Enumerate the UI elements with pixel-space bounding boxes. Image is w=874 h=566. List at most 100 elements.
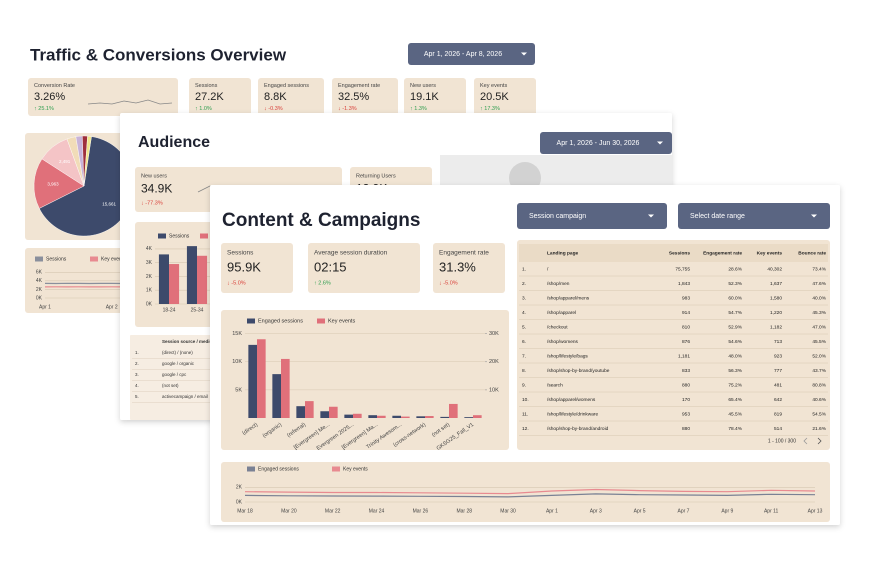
y-tick-label: 1K (146, 288, 153, 294)
bar (158, 254, 169, 304)
bar (473, 415, 482, 418)
kpi-value: 02:15 (314, 259, 347, 274)
trend-card (25, 248, 135, 313)
table-cell: /shop/lifestyle/bags (547, 353, 588, 359)
table-cell: 40.0% (812, 295, 826, 301)
table-cell: 914 (682, 310, 690, 316)
bar (440, 416, 449, 418)
y-tick-label: 0K (146, 301, 153, 307)
x-tick-label: Mar 20 (281, 508, 297, 514)
kpi-card (404, 78, 466, 116)
page-title: Content & Campaigns (222, 210, 420, 231)
legend-label: Key events (328, 318, 355, 324)
table-cell: /shop/lifestyle/drinkware (547, 411, 599, 417)
bar (272, 374, 281, 418)
date-range-button[interactable] (408, 43, 535, 65)
kpi-value: 32.5% (338, 91, 369, 103)
table-cell: 60.0% (728, 295, 742, 301)
table-cell: activecampaign / email (162, 394, 208, 399)
table-header: Key events (757, 250, 783, 256)
y-tick-label: 5K (235, 387, 242, 393)
date-range-button[interactable] (540, 132, 672, 154)
table-cell: 21.6% (812, 426, 826, 432)
table-cell: 43.7% (812, 368, 826, 374)
page-title: Traffic & Conversions Overview (30, 45, 287, 64)
legend-label: Key events (101, 256, 126, 262)
table-cell: 514 (774, 426, 782, 432)
landing-table-card (517, 240, 830, 450)
filter-dropdown[interactable] (678, 203, 830, 229)
table-cell: 47.0% (812, 324, 826, 330)
table-cell: /shop/apparel/mens (547, 295, 590, 301)
x-tick-label: Apr 2 (106, 304, 118, 310)
kpi-change: ↓ -5.0% (227, 280, 246, 286)
kpi-value: 8.8K (264, 91, 287, 103)
kpi-label: Average session duration (314, 250, 388, 257)
kpi-change: ↓ -77.3% (141, 200, 163, 206)
table-header: Bounce rate (798, 250, 826, 256)
table-cell: /shop/womens (547, 339, 579, 345)
bar (296, 406, 305, 418)
bar (281, 358, 290, 418)
y-tick-label: 3K (146, 260, 153, 266)
table-cell: 4. (135, 383, 139, 388)
y-tick-label: 2K (236, 485, 243, 491)
x-tick-label: Mar 24 (369, 508, 385, 514)
table-cell: 481 (774, 382, 782, 388)
y-tick-label: 2K (36, 287, 43, 293)
bar (329, 406, 338, 418)
table-cell: 75.2% (728, 382, 742, 388)
page-title: Audience (138, 134, 210, 151)
table-cell: 1,182 (770, 324, 782, 330)
bar (248, 344, 257, 418)
kpi-value: 95.9K (227, 259, 261, 274)
table-header: Sessions (669, 250, 690, 256)
table-cell: 8. (522, 368, 526, 374)
table-cell: 73.4% (812, 266, 826, 272)
table-cell: 1,580 (770, 295, 782, 301)
bar (305, 401, 314, 418)
x-tick-label: Apr 3 (590, 508, 602, 514)
bar (464, 417, 473, 418)
table-cell: 48.0% (728, 353, 742, 359)
bar (186, 246, 197, 304)
prev-page[interactable] (803, 437, 808, 445)
kpi-value: 31.3% (439, 259, 476, 274)
table-cell: /shop/shop-by-brand/android (547, 426, 609, 432)
x-tick-label: Apr 7 (677, 508, 689, 514)
next-page[interactable] (817, 437, 822, 445)
kpi-label: Returning Users (356, 173, 396, 179)
kpi-label: New users (410, 83, 436, 89)
kpi-change: ↑ 2.6% (314, 280, 331, 286)
table-cell: 45.5% (812, 339, 826, 345)
dropdown-caret (648, 214, 654, 218)
legend-swatch (317, 318, 325, 324)
table-cell: google / cpc (162, 372, 187, 377)
kpi-card (258, 78, 324, 116)
table-cell: 3. (522, 295, 526, 301)
x-tick-label: Mar 28 (456, 508, 472, 514)
dropdown-caret (521, 52, 527, 56)
filter-dropdown[interactable] (517, 203, 667, 229)
table-cell: 56.3% (728, 368, 742, 374)
legend-swatch (247, 318, 255, 324)
table-cell: 170 (682, 397, 690, 403)
bar (344, 414, 353, 418)
kpi-change: ↑ 1.3% (410, 106, 427, 112)
sparkline (87, 99, 173, 105)
y-tick-label: 4K (146, 246, 153, 252)
y2-tick-label: 30K (489, 331, 499, 337)
line-series (244, 493, 816, 498)
kpi-change: ↑ 25.1% (34, 106, 54, 112)
kpi-change: ↓ -1.3% (338, 106, 357, 112)
bar (425, 416, 434, 418)
table-cell: 833 (682, 368, 690, 374)
pie-value-label: 3,963 (47, 182, 59, 187)
x-tick-label: Apr 9 (721, 508, 733, 514)
legend-label: Key events (343, 466, 368, 472)
table-cell: 777 (774, 368, 782, 374)
table-cell: 52.3% (728, 281, 742, 287)
table-cell: 810 (682, 324, 690, 330)
table-cell: 642 (774, 397, 782, 403)
